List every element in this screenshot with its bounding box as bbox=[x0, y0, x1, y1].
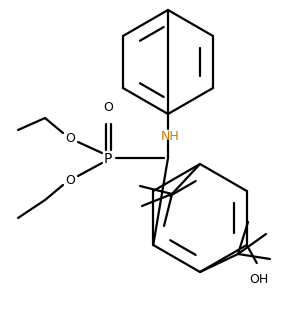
Text: P: P bbox=[104, 152, 112, 166]
Text: NH: NH bbox=[161, 130, 179, 143]
Text: O: O bbox=[65, 132, 75, 144]
Text: OH: OH bbox=[249, 273, 268, 286]
Text: O: O bbox=[103, 101, 113, 114]
Text: O: O bbox=[65, 174, 75, 186]
